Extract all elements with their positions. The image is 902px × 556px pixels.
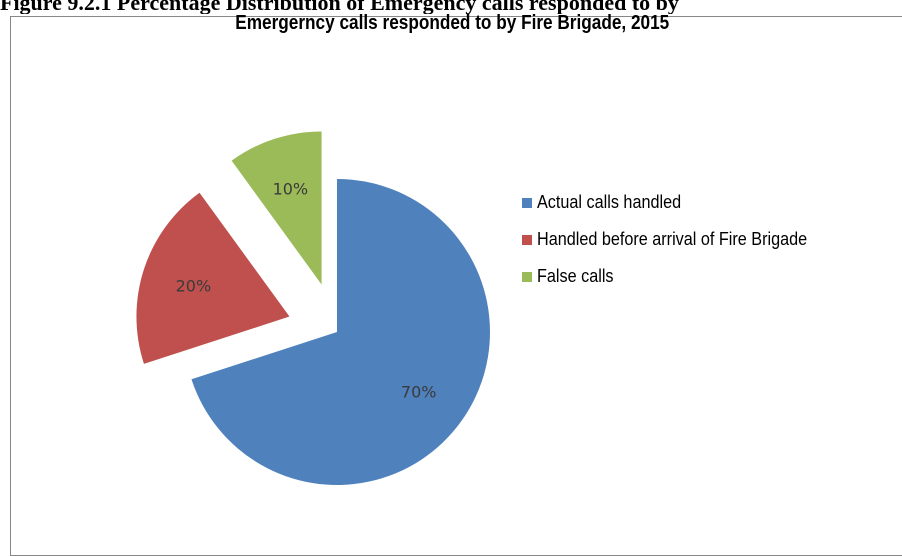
legend-item-actual-calls: Actual calls handled (522, 190, 837, 215)
pie-slice-false-calls (231, 131, 322, 285)
legend-swatch (522, 234, 532, 245)
legend-swatch (522, 197, 532, 208)
legend-item-handled-before-arrival: Handled before arrival of Fire Brigade (522, 227, 837, 252)
pie-slice-actual-calls (191, 179, 491, 485)
legend-label: False calls (537, 266, 614, 286)
legend-label: Handled before arrival of Fire Brigade (537, 229, 808, 249)
legend-swatch (522, 271, 532, 282)
pie-slice-handled-before-arrival (136, 192, 290, 364)
legend-label: Actual calls handled (537, 192, 682, 212)
legend-item-false-calls: False calls (522, 264, 837, 289)
chart-title: Emergerncy calls responded to by Fire Br… (235, 12, 670, 34)
figure-caption: Figure 9.2.1 Percentage Distribution of … (0, 0, 679, 14)
data-label-false-calls: 10% (273, 179, 309, 198)
chart-legend: Actual calls handled Handled before arri… (522, 190, 837, 301)
data-label-handled-before-arrival: 20% (176, 276, 212, 295)
data-label-actual-calls: 70% (401, 382, 437, 401)
